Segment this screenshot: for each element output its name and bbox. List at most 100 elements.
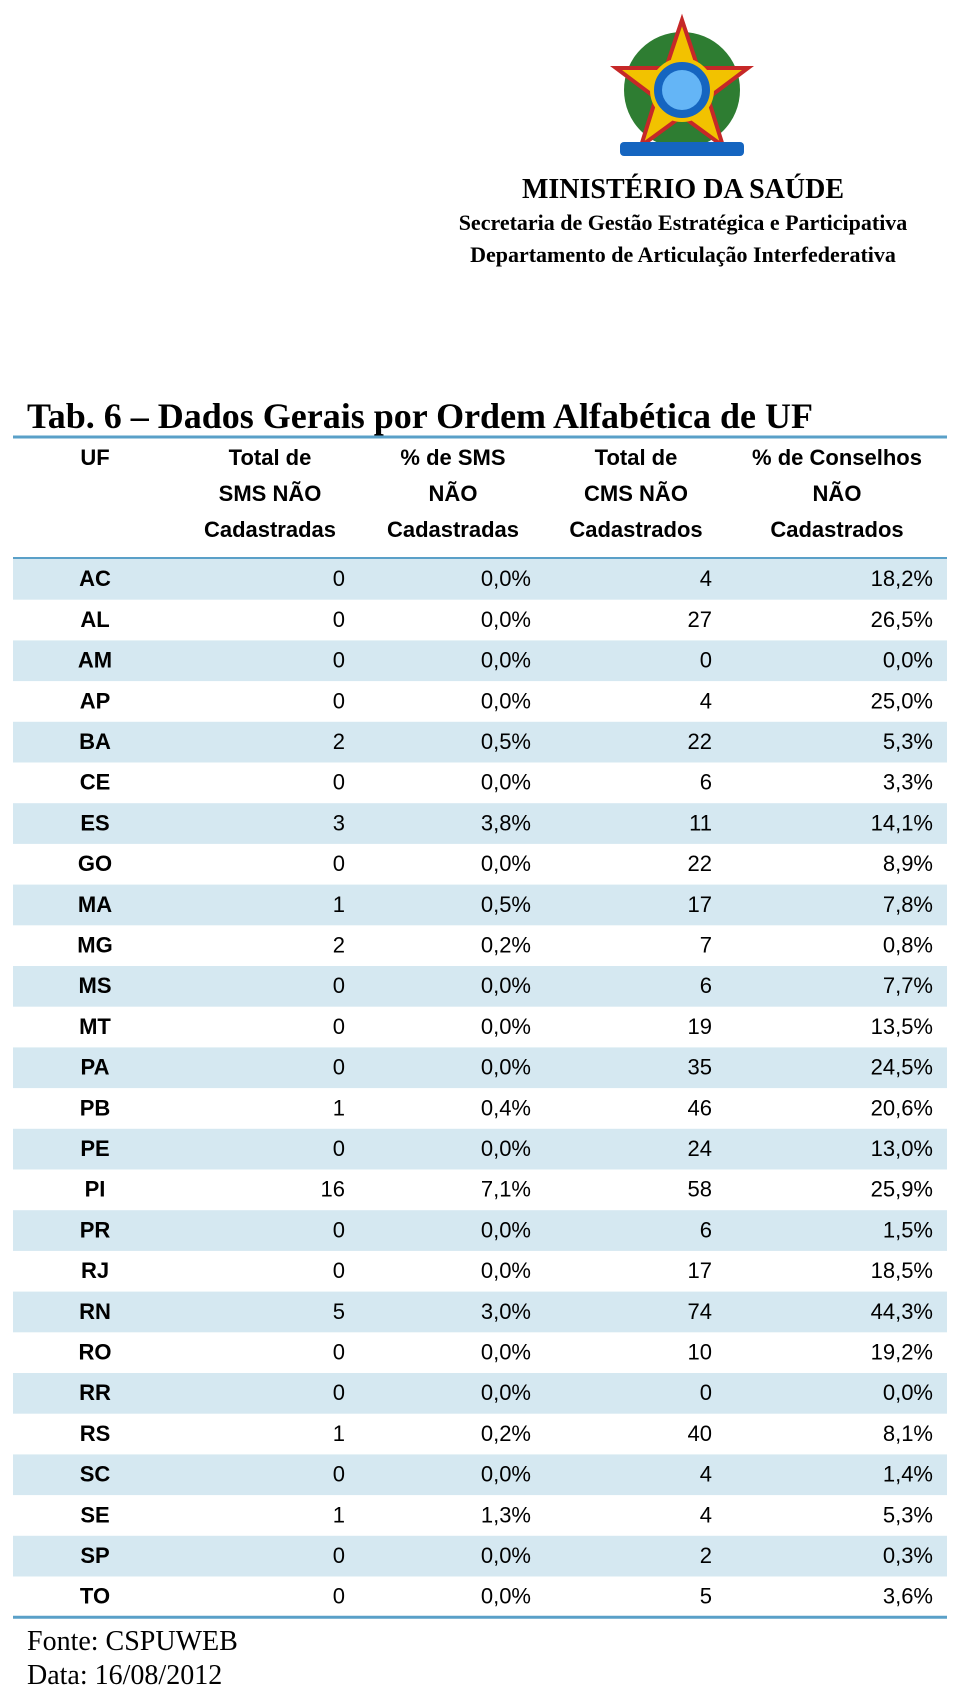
cell: 3,8% <box>481 810 531 835</box>
uf-cell: AC <box>79 566 111 591</box>
cell: 0 <box>333 1014 345 1039</box>
cell: 0 <box>700 1380 712 1405</box>
cell: 3,6% <box>883 1584 933 1609</box>
cell: 44,3% <box>871 1299 933 1324</box>
column-header: % de Conselhos <box>752 445 922 470</box>
column-header: SMS NÃO <box>219 481 322 506</box>
cell: 58 <box>688 1177 712 1202</box>
cell: 0,0% <box>481 648 531 673</box>
uf-cell: RJ <box>81 1258 109 1283</box>
uf-cell: RS <box>80 1421 111 1446</box>
cell: 0,4% <box>481 1095 531 1120</box>
cell: 25,9% <box>871 1177 933 1202</box>
uf-cell: AM <box>78 648 112 673</box>
row-band <box>13 1535 947 1577</box>
cell: 4 <box>700 1502 712 1527</box>
cell: 0,5% <box>481 729 531 754</box>
cell: 1,5% <box>883 1217 933 1242</box>
cell: 0,0% <box>481 1136 531 1161</box>
cell: 0,0% <box>481 851 531 876</box>
cell: 0,5% <box>481 892 531 917</box>
cell: 26,5% <box>871 607 933 632</box>
cell: 0,0% <box>481 770 531 795</box>
uf-cell: SE <box>80 1502 109 1527</box>
column-header: Total de <box>229 445 312 470</box>
cell: 2 <box>700 1543 712 1568</box>
uf-cell: MS <box>79 973 112 998</box>
uf-cell: PA <box>81 1055 110 1080</box>
cell: 7,8% <box>883 892 933 917</box>
cell: 0,0% <box>481 1258 531 1283</box>
cell: 3,0% <box>481 1299 531 1324</box>
uf-cell: TO <box>80 1584 110 1609</box>
cell: 0 <box>333 973 345 998</box>
cell: 0 <box>333 1339 345 1364</box>
cell: 0 <box>700 648 712 673</box>
row-band <box>13 1047 947 1089</box>
cell: 1,4% <box>883 1462 933 1487</box>
cell: 0,0% <box>481 1339 531 1364</box>
uf-cell: PI <box>85 1177 106 1202</box>
row-band <box>13 966 947 1007</box>
row-band <box>13 1373 947 1414</box>
cell: 5,3% <box>883 729 933 754</box>
uf-cell: RR <box>79 1380 111 1405</box>
row-band <box>13 1210 947 1251</box>
cell: 5 <box>333 1299 345 1324</box>
cell: 17 <box>688 892 712 917</box>
cell: 10 <box>688 1339 712 1364</box>
cell: 0 <box>333 1584 345 1609</box>
cell: 24 <box>688 1136 712 1161</box>
cell: 6 <box>700 973 712 998</box>
table-title: Tab. 6 – Dados Gerais por Ordem Alfabéti… <box>27 396 813 436</box>
cell: 0,2% <box>481 1421 531 1446</box>
emblem <box>610 13 754 156</box>
cell: 19,2% <box>871 1339 933 1364</box>
cell: 16 <box>321 1177 345 1202</box>
cell: 6 <box>700 770 712 795</box>
cell: 0,0% <box>481 607 531 632</box>
uf-cell: MT <box>79 1014 111 1039</box>
uf-cell: PB <box>80 1095 111 1120</box>
cell: 17 <box>688 1258 712 1283</box>
column-header: Cadastrados <box>770 517 903 542</box>
column-header: Cadastradas <box>387 517 519 542</box>
cell: 1 <box>333 1502 345 1527</box>
uf-cell: AP <box>80 688 111 713</box>
cell: 19 <box>688 1014 712 1039</box>
uf-cell: MG <box>77 932 112 957</box>
cell: 7,7% <box>883 973 933 998</box>
uf-cell: ES <box>80 810 109 835</box>
row-band <box>13 884 947 926</box>
cell: 7 <box>700 932 712 957</box>
uf-cell: GO <box>78 851 112 876</box>
cell: 5 <box>700 1584 712 1609</box>
cell: 13,0% <box>871 1136 933 1161</box>
uf-cell: RN <box>79 1299 111 1324</box>
cell: 0,0% <box>481 973 531 998</box>
cell: 0,0% <box>481 1217 531 1242</box>
uf-cell: RO <box>79 1339 112 1364</box>
secretariat: Secretaria de Gestão Estratégica e Parti… <box>459 210 908 235</box>
cell: 0,0% <box>481 1543 531 1568</box>
cell: 0 <box>333 770 345 795</box>
cell: 18,5% <box>871 1258 933 1283</box>
uf-cell: AL <box>80 607 109 632</box>
table: UF Total de SMS NÃO Cadastradas % de SMS NÃO C… <box>13 435 947 1619</box>
source: Fonte: CSPUWEB <box>27 1626 238 1657</box>
cell: 5,3% <box>883 1502 933 1527</box>
uf-cell: PE <box>80 1136 109 1161</box>
cell: 8,9% <box>883 851 933 876</box>
cell: 35 <box>688 1055 712 1080</box>
cell: 0 <box>333 1217 345 1242</box>
cell: 0 <box>333 688 345 713</box>
cell: 0 <box>333 1258 345 1283</box>
cell: 3,3% <box>883 770 933 795</box>
cell: 0,0% <box>481 1055 531 1080</box>
cell: 2 <box>333 729 345 754</box>
column-header: Total de <box>595 445 678 470</box>
cell: 0,0% <box>481 1462 531 1487</box>
ministry: MINISTÉRIO DA SAÚDE <box>522 174 844 205</box>
column-header: CMS NÃO <box>584 481 688 506</box>
cell: 46 <box>688 1095 712 1120</box>
